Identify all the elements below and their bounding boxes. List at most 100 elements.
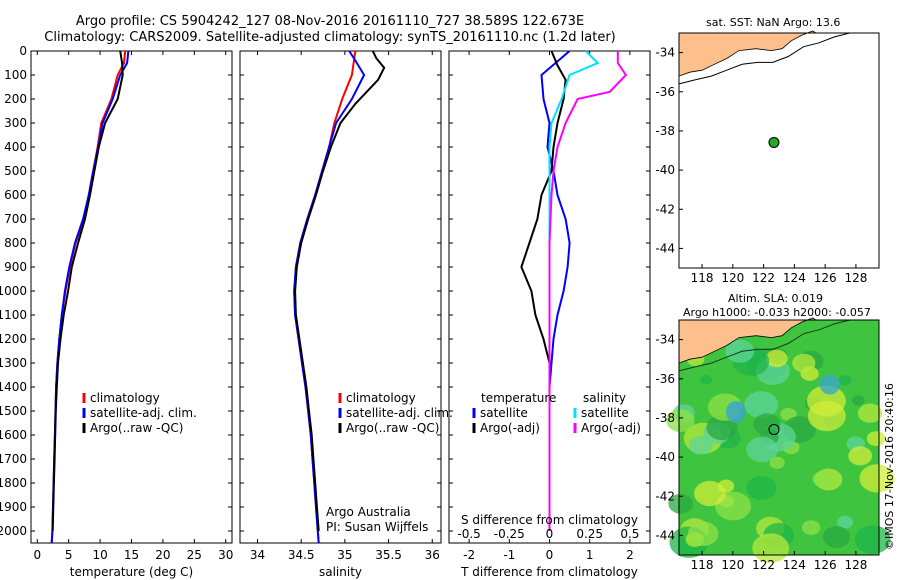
map_sla-argo-float-marker: [768, 423, 780, 435]
map_sla-sla-blob: [838, 375, 852, 386]
temperature-series-line-1: [50, 50, 130, 544]
depth-tick-label: 0: [19, 44, 27, 58]
map_sla-lat-tick-label: -34: [655, 333, 675, 347]
difference-legend-label: satellite: [581, 406, 629, 420]
map_sla-sla-blob: [866, 431, 886, 446]
salinity-series-line-2: [294, 50, 386, 532]
depth-tick-label: 1200: [0, 332, 27, 346]
map_sla-shelf-contour: [678, 319, 879, 372]
difference-s-tick-label: 0.5: [620, 527, 639, 541]
map_sla-sla-blob: [689, 436, 713, 455]
salinity-xtick-label: 36: [425, 548, 440, 562]
map_sla-sla-blob: [706, 415, 738, 441]
map_sst-lon-tick-label: 128: [844, 271, 867, 285]
map_sst-lat-tick-label: -42: [655, 202, 675, 216]
map_sst-land: [678, 30, 818, 77]
map_sla-sla-blob: [666, 409, 695, 432]
temperature-series-line-2: [51, 50, 124, 532]
map_sla-lon-tick-label: 120: [721, 558, 744, 572]
map_sla-lat-tick-label: -44: [655, 528, 675, 542]
temperature-legend-label: Argo(..raw -QC): [90, 421, 183, 435]
map_sla-lat-tick-label: -42: [655, 489, 675, 503]
sla-map-title1: Altim. SLA: 0.019: [728, 292, 824, 305]
depth-tick-label: 600: [4, 188, 27, 202]
salinity-xtick-label: 35: [337, 548, 352, 562]
temperature-xtick-label: 25: [187, 548, 202, 562]
map_sla-sla-blob: [746, 476, 777, 500]
map_sst-lat-tick-label: -40: [655, 163, 675, 177]
map_sla-lat-tick-label: -36: [655, 372, 675, 386]
depth-tick-label: 1700: [0, 452, 27, 466]
map_sla-sla-blob: [857, 403, 883, 423]
difference-series-line-0: [540, 50, 571, 531]
header-line1: Argo profile: CS 5904242_127 08-Nov-2016…: [75, 14, 585, 29]
depth-tick-label: 1100: [0, 308, 27, 322]
difference-xtick-label: 1: [586, 548, 594, 562]
temperature-xtick-label: 5: [65, 548, 73, 562]
map_sla-sla-blob: [769, 456, 785, 469]
map_sla-sla-blob: [819, 374, 840, 395]
salinity-annotation: Argo Australia: [326, 505, 411, 519]
salinity-xaxis-label: salinity: [319, 565, 362, 579]
map_sla-sla-blob: [801, 520, 821, 535]
salinity-xtick-label: 35.5: [375, 548, 402, 562]
map_sla-lat-tick-label: -38: [655, 411, 675, 425]
map_sla-lon-tick-label: 118: [691, 558, 714, 572]
salinity-legend-label: Argo(..raw -QC): [346, 421, 439, 435]
map_sst-lat-tick-label: -44: [655, 241, 675, 255]
depth-tick-label: 500: [4, 164, 27, 178]
difference-s-tick-label: -0.5: [457, 527, 480, 541]
map_sla-sla-blob: [837, 515, 854, 529]
salinity-series-line-0: [293, 50, 357, 544]
salinity-annotation: PI: Susan Wijffels: [326, 520, 428, 534]
map_sla-lon-tick-label: 126: [814, 558, 837, 572]
map_sst-background: [679, 33, 879, 268]
depth-tick-label: 2000: [0, 524, 27, 538]
difference-legend-label: Argo(-adj): [480, 421, 540, 435]
map_sla-lat-tick-label: -40: [655, 450, 675, 464]
depth-tick-label: 1800: [0, 476, 27, 490]
temperature-xaxis-label: temperature (deg C): [70, 565, 193, 579]
depth-tick-label: 300: [4, 116, 27, 130]
difference-top-axis-label: S difference from climatology: [461, 513, 638, 527]
map_sst-lon-tick-label: 122: [752, 271, 775, 285]
map_sst-lat-tick-label: -34: [655, 46, 675, 60]
depth-tick-label: 1900: [0, 500, 27, 514]
map_sst-lon-tick-label: 124: [783, 271, 806, 285]
difference-xtick-label: 2: [626, 548, 634, 562]
difference-legend-label: Argo(-adj): [581, 421, 641, 435]
difference-s-tick-label: 0: [546, 527, 554, 541]
map_sla-sla-blob: [694, 480, 726, 507]
depth-tick-label: 400: [4, 140, 27, 154]
difference-xtick-label: -2: [463, 548, 475, 562]
temperature-xtick-label: 15: [124, 548, 139, 562]
map_sla-sla-blob: [725, 339, 755, 363]
temperature-xtick-label: 10: [92, 548, 107, 562]
map_sst-frame: [678, 32, 880, 269]
map_sla-land: [678, 317, 818, 364]
map_sla-sla-blob: [765, 349, 788, 368]
salinity-xtick-label: 34.5: [288, 548, 315, 562]
header-line2: Climatology: CARS2009. Satellite-adjuste…: [44, 30, 616, 45]
sst-map-title: sat. SST: NaN Argo: 13.6: [706, 16, 841, 29]
map_sla-sla-blob: [792, 353, 816, 373]
depth-tick-label: 1300: [0, 356, 27, 370]
map_sla-sla-blob: [753, 413, 781, 436]
temperature-plot-frame: [30, 50, 233, 544]
difference-xaxis-label: T difference from climatology: [460, 565, 638, 579]
map_sst-lon-tick-label: 126: [814, 271, 837, 285]
salinity-legend-label: climatology: [346, 391, 416, 405]
depth-tick-label: 1600: [0, 428, 27, 442]
salinity-legend-label: satellite-adj. clim.: [346, 406, 453, 420]
difference-xtick-label: -1: [503, 548, 515, 562]
difference-s-tick-label: 0.25: [576, 527, 603, 541]
depth-tick-label: 800: [4, 236, 27, 250]
map_sst-shelf-contour: [678, 32, 879, 85]
temperature-series-line-0: [50, 50, 127, 544]
map_sla-sla-blob: [700, 374, 713, 385]
map_sla-lon-tick-label: 128: [844, 558, 867, 572]
map_sla-frame: [678, 319, 880, 556]
map_sla-sla-blob: [812, 471, 833, 488]
sla-map-title2: Argo h1000: -0.033 h2000: -0.057: [683, 306, 871, 319]
